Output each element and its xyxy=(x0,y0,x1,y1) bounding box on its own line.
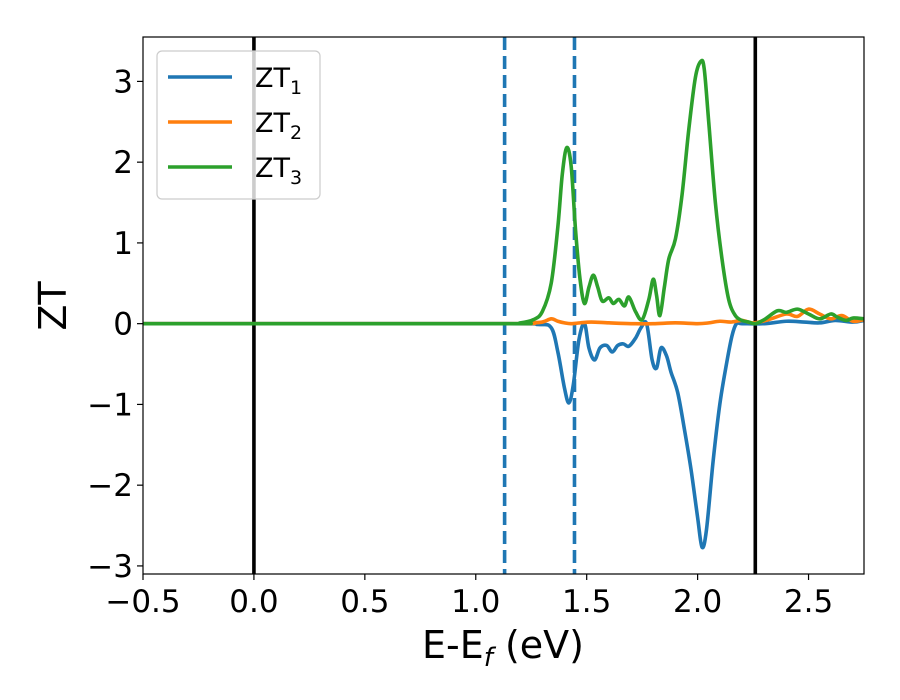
y-axis-title: ZT xyxy=(31,281,75,331)
legend-label-zt1: ZT1 xyxy=(255,63,302,99)
x-tick-label: 2.0 xyxy=(673,584,722,620)
y-tick-label: 0 xyxy=(113,307,133,343)
y-tick-label: 3 xyxy=(113,64,133,100)
y-tick-label: −1 xyxy=(87,387,133,423)
legend-label-zt2: ZT2 xyxy=(255,108,302,144)
series-line-zt1 xyxy=(143,318,864,550)
y-tick-label: −3 xyxy=(87,549,133,585)
y-axis-ticks: −3 −2 −1 0 1 2 3 xyxy=(87,64,143,585)
legend: ZT1 ZT2 ZT3 xyxy=(156,50,321,200)
x-tick-label: 1.5 xyxy=(562,584,611,620)
x-tick-label: 2.5 xyxy=(784,584,833,620)
y-tick-label: 2 xyxy=(113,145,133,181)
legend-box xyxy=(156,50,321,200)
reference-lines xyxy=(252,37,758,574)
series-line-zt2 xyxy=(143,307,864,326)
x-tick-label: 0.5 xyxy=(340,584,389,620)
x-tick-label: 0.0 xyxy=(229,584,278,620)
x-axis-ticks: −0.5 0.0 0.5 1.0 1.5 2.0 2.5 xyxy=(105,574,833,620)
x-axis-title: E-Ef (eV) xyxy=(422,623,584,673)
legend-label-zt3: ZT3 xyxy=(255,153,302,189)
series-lines xyxy=(143,58,864,550)
x-tick-label: −0.5 xyxy=(105,584,180,620)
series-line-zt3 xyxy=(143,58,864,326)
y-tick-label: 1 xyxy=(113,226,133,262)
plot-frame xyxy=(142,36,865,575)
x-tick-label: 1.0 xyxy=(451,584,500,620)
y-tick-label: −2 xyxy=(87,468,133,504)
